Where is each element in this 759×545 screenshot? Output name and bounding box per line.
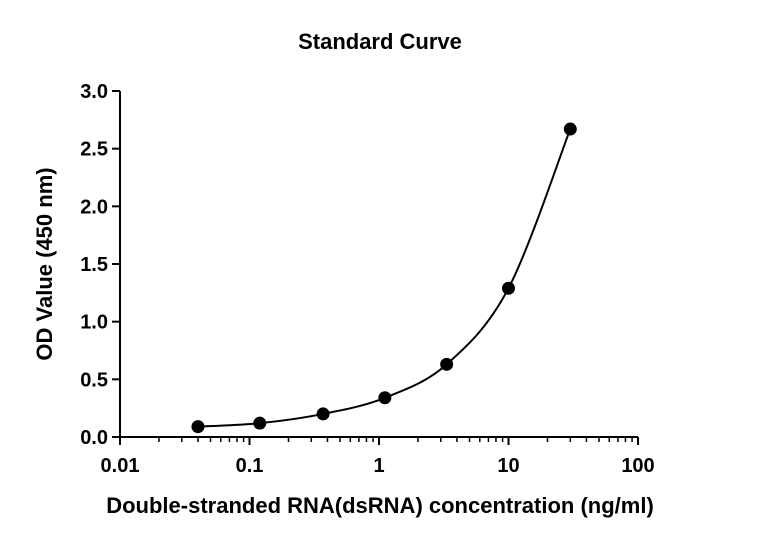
x-tick-label: 0.01 bbox=[101, 455, 140, 477]
x-axis-label: Double-stranded RNA(dsRNA) concentration… bbox=[106, 493, 654, 518]
tick-marks bbox=[112, 90, 639, 445]
fit-curve bbox=[197, 128, 572, 428]
y-tick-label: 2.5 bbox=[80, 139, 108, 161]
data-point bbox=[440, 357, 454, 371]
x-tick-label: 10 bbox=[497, 455, 519, 477]
y-tick-label: 3.0 bbox=[80, 81, 108, 103]
y-tick-label: 2.0 bbox=[80, 196, 108, 218]
x-tick-label: 100 bbox=[621, 455, 654, 477]
y-tick-label: 1.0 bbox=[80, 312, 108, 334]
data-point bbox=[191, 420, 205, 434]
data-point bbox=[502, 281, 515, 295]
y-tick-label: 0.5 bbox=[80, 369, 108, 391]
data-points bbox=[191, 122, 577, 434]
y-tick-label: 0.0 bbox=[80, 427, 108, 449]
data-point bbox=[253, 416, 267, 430]
y-axis-label: OD Value (450 nm) bbox=[32, 167, 57, 360]
y-tick-label: 1.5 bbox=[80, 254, 108, 276]
data-point bbox=[378, 391, 392, 405]
axes bbox=[119, 91, 638, 438]
tick-labels: 0.0 0.5 1.0 1.5 2.0 2.5 3.0 0.01 0.1 1 10 100 bbox=[80, 81, 655, 477]
data-point bbox=[563, 122, 577, 136]
x-tick-label: 1 bbox=[373, 455, 384, 477]
x-tick-label: 0.1 bbox=[236, 455, 264, 477]
data-point bbox=[316, 407, 330, 421]
chart-title: Standard Curve bbox=[298, 29, 462, 54]
